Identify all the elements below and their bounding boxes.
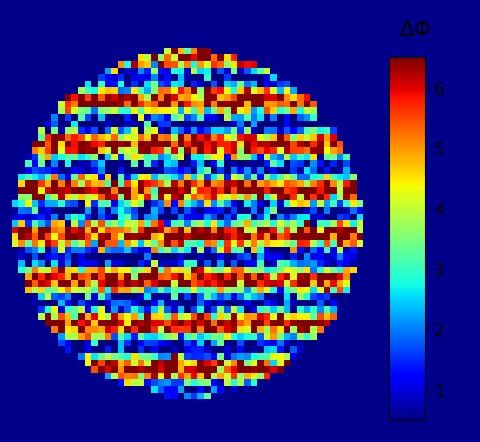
Text: $\Delta\Phi$: $\Delta\Phi$ xyxy=(399,20,431,40)
